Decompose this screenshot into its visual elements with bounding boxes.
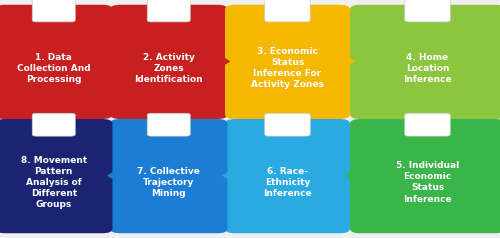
FancyBboxPatch shape [405,113,450,136]
Text: 3. Economic
Status
Inference For
Activity Zones: 3. Economic Status Inference For Activit… [251,47,324,89]
FancyBboxPatch shape [110,5,228,119]
FancyBboxPatch shape [405,0,450,22]
Text: 1. Data
Collection And
Processing: 1. Data Collection And Processing [17,53,90,84]
Text: 2. Activity
Zones
Identification: 2. Activity Zones Identification [134,53,203,84]
FancyBboxPatch shape [265,0,310,22]
FancyBboxPatch shape [0,5,112,119]
FancyBboxPatch shape [147,113,190,136]
Text: 8. Movement
Pattern
Analysis of
Different
Groups: 8. Movement Pattern Analysis of Differen… [20,156,87,209]
FancyBboxPatch shape [110,119,228,233]
FancyBboxPatch shape [225,5,350,119]
FancyBboxPatch shape [225,119,350,233]
Text: 4. Home
Location
Inference: 4. Home Location Inference [403,53,452,84]
FancyBboxPatch shape [0,119,112,233]
FancyBboxPatch shape [350,5,500,119]
FancyBboxPatch shape [265,113,310,136]
FancyBboxPatch shape [147,0,190,22]
FancyBboxPatch shape [32,113,76,136]
Text: 5. Individual
Economic
Status
Inference: 5. Individual Economic Status Inference [396,161,459,203]
FancyBboxPatch shape [32,0,76,22]
FancyBboxPatch shape [350,119,500,233]
Text: 7. Collective
Trajectory
Mining: 7. Collective Trajectory Mining [138,167,200,198]
Text: 6. Race-
Ethnicity
Inference: 6. Race- Ethnicity Inference [263,167,312,198]
